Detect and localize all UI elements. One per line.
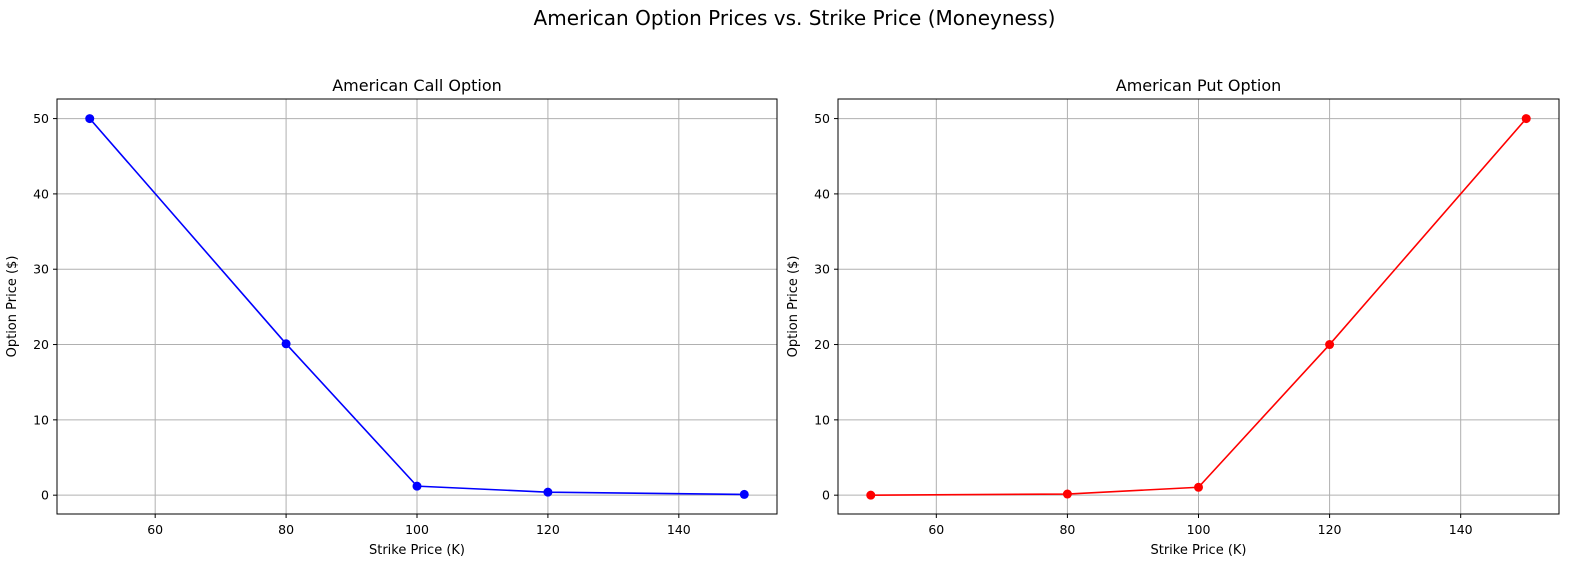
call-y-axis-label: Option Price ($) [5, 256, 20, 358]
call-x-tick-label: 140 [667, 522, 691, 537]
put-y-tick-label: 50 [814, 111, 830, 126]
call-y-tick-label: 30 [33, 262, 49, 277]
put-x-tick-label: 140 [1449, 522, 1473, 537]
call-y-tick-label: 0 [41, 488, 49, 503]
put-x-axis-label: Strike Price (K) [1150, 543, 1246, 558]
call-x-axis-label: Strike Price (K) [369, 543, 465, 558]
put-y-tick-label: 40 [814, 186, 830, 201]
put-option-panel: 60 80 100 120 140 0 10 20 30 40 50 American Put Opt… [786, 76, 1560, 558]
call-option-panel: 60 80 100 120 140 0 10 20 30 40 50 American Call Op… [5, 76, 778, 558]
figure-suptitle: American Option Prices vs. Strike Price … [534, 6, 1056, 30]
put-x-tick-label: 80 [1059, 522, 1075, 537]
call-data-point [85, 114, 95, 124]
call-data-point [412, 481, 422, 491]
put-data-point [866, 490, 876, 500]
put-data-point [1325, 340, 1335, 350]
put-data-point [1194, 482, 1203, 492]
put-axes-title: American Put Option [1116, 76, 1282, 95]
put-y-tick-label: 20 [814, 337, 830, 352]
put-y-tick-label: 30 [814, 262, 830, 277]
call-x-tick-label: 100 [405, 522, 429, 537]
call-data-point [281, 339, 291, 349]
call-y-tick-label: 10 [33, 412, 49, 427]
put-data-point [1521, 114, 1531, 124]
put-x-tick-label: 100 [1187, 522, 1211, 537]
put-y-tick-label: 10 [814, 412, 830, 427]
call-y-tick-label: 20 [33, 337, 49, 352]
call-y-tick-label: 40 [33, 186, 49, 201]
put-x-tick-label: 120 [1318, 522, 1342, 537]
put-y-axis-label: Option Price ($) [786, 256, 801, 358]
call-x-tick-label: 60 [147, 522, 163, 537]
call-x-tick-label: 80 [278, 522, 294, 537]
put-data-point [1062, 489, 1072, 499]
put-x-tick-label: 60 [928, 522, 944, 537]
call-x-tick-label: 120 [536, 522, 560, 537]
call-y-tick-label: 50 [33, 111, 49, 126]
call-axes-title: American Call Option [332, 76, 502, 95]
call-data-point [739, 489, 749, 499]
put-y-tick-label: 0 [822, 488, 830, 503]
call-data-point [543, 487, 553, 497]
